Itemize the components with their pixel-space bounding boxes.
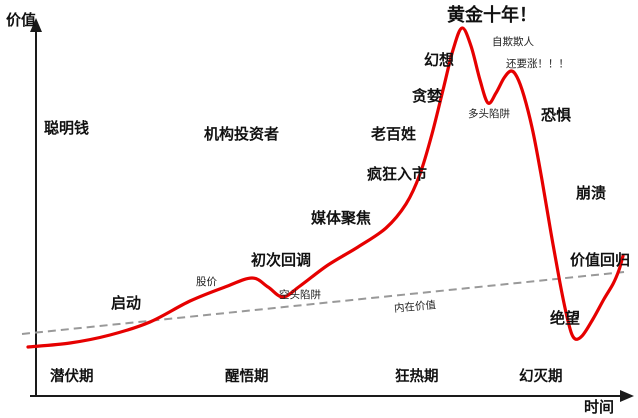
annotation-bull-trap: 多头陷阱 [468, 108, 510, 120]
annotation-institutional: 机构投资者 [204, 126, 280, 143]
annotation-denial: 自欺欺人 [492, 36, 534, 48]
phase-label-stealth: 潜伏期 [50, 369, 94, 385]
annotation-golden-decade: 黄金十年！ [447, 5, 537, 25]
annotation-first-pullback: 初次回调 [251, 252, 312, 269]
annotation-take-off: 启动 [111, 295, 142, 312]
phase-label-blowoff: 幻灭期 [519, 369, 563, 385]
annotation-crash: 崩溃 [576, 185, 607, 202]
price-curve [26, 26, 625, 349]
annotation-smart-money: 聪明钱 [44, 120, 90, 137]
x-axis-label: 时间 [584, 399, 615, 416]
y-axis-label: 价值 [6, 12, 37, 29]
intrinsic-value-trend-line [21, 271, 625, 335]
phase-label-awareness: 醒悟期 [225, 369, 269, 385]
annotation-rush-in: 疯狂入市 [367, 166, 428, 183]
annotation-delusion: 幻想 [424, 52, 455, 69]
y-axis-arrow-icon [30, 18, 42, 32]
annotation-despair: 绝望 [550, 310, 581, 327]
annotation-bear-trap: 空头陷阱 [279, 289, 321, 301]
x-axis-arrow-icon [620, 390, 634, 402]
annotation-greed: 贪婪 [412, 88, 443, 105]
annotation-value-return: 价值回归 [570, 252, 631, 269]
phase-label-mania: 狂热期 [395, 369, 439, 385]
annotation-stock-price: 股价 [196, 276, 217, 288]
annotation-still-rising: 还要涨！！！ [506, 58, 569, 70]
annotation-fear: 恐惧 [541, 107, 572, 124]
annotation-ordinary-people: 老百姓 [371, 126, 417, 143]
annotation-media-focus: 媒体聚焦 [311, 210, 372, 227]
